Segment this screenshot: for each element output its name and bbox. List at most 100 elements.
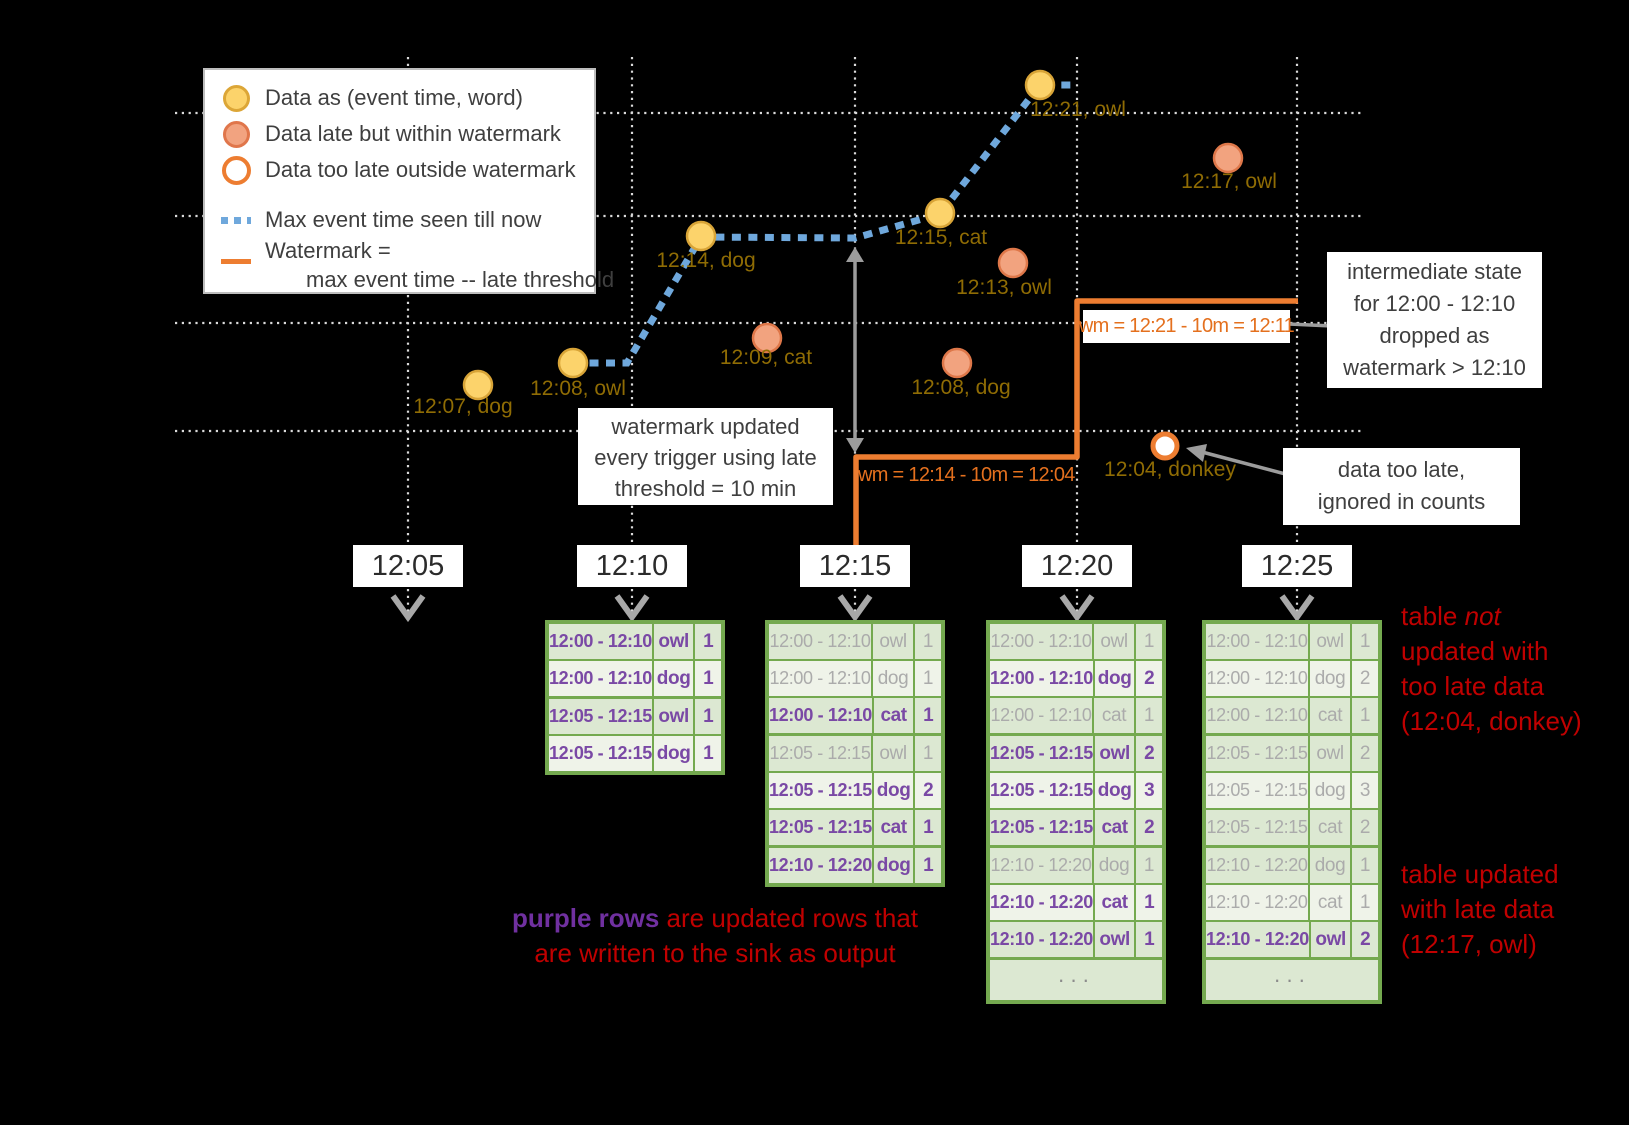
- count-cell: 1: [695, 699, 721, 734]
- table-row: 12:10 - 12:20 dog 1: [990, 848, 1162, 883]
- count-cell: 1: [915, 624, 941, 659]
- count-cell: 2: [1352, 736, 1378, 771]
- window-cell: 12:10 - 12:20: [1206, 848, 1308, 883]
- legend-item-watermark: Watermark =: [221, 236, 588, 266]
- table-row: 12:00 - 12:10 cat 1: [1206, 698, 1378, 733]
- count-cell: 1: [915, 661, 941, 696]
- callout-line: threshold = 10 min: [614, 476, 797, 501]
- legend-item-max-event-time: Max event time seen till now: [221, 205, 588, 235]
- more-rows-ellipsis: ···: [990, 960, 1162, 1000]
- window-cell: 12:00 - 12:10: [1206, 698, 1308, 733]
- word-cell: cat: [873, 698, 914, 733]
- legend-label: Data late but within watermark: [265, 121, 561, 146]
- callout-line: data too late,: [1337, 457, 1466, 482]
- trigger-time-12:10: 12:10: [577, 545, 687, 587]
- event-label: 12:07, dog: [413, 395, 513, 418]
- count-cell: 1: [1352, 624, 1378, 659]
- word-cell: dog: [1094, 773, 1135, 808]
- watermark-value-box: wm = 12:21 - 10m = 12:11: [1079, 310, 1295, 343]
- trigger-arrowhead-icon: [390, 594, 426, 623]
- word-cell: dog: [873, 848, 914, 883]
- window-cell: 12:05 - 12:15: [769, 810, 872, 845]
- window-cell: 12:05 - 12:15: [769, 736, 871, 771]
- count-cell: 2: [1136, 810, 1162, 845]
- word-cell: owl: [1094, 624, 1134, 659]
- result-table-12:20: 12:00 - 12:10 owl 1 12:00 - 12:10 dog 2 12:00 …: [986, 620, 1166, 1004]
- word-cell: dog: [1310, 661, 1350, 696]
- table-row: 12:05 - 12:15 cat 1: [769, 810, 941, 845]
- window-group: 12:05 - 12:15 owl 1 12:05 - 12:15 dog 1: [549, 699, 721, 771]
- window-group: 12:00 - 12:10 owl 1 12:00 - 12:10 dog 2 12:00 …: [1206, 624, 1378, 733]
- table-row: 12:00 - 12:10 dog 1: [549, 661, 721, 696]
- trigger-arrowhead-icon: [1279, 594, 1315, 623]
- table-row: 12:00 - 12:10 dog 2: [1206, 661, 1378, 696]
- table-row: 12:10 - 12:20 owl 1: [990, 922, 1162, 957]
- arrowhead-up-icon: [846, 247, 864, 262]
- count-cell: 1: [915, 736, 941, 771]
- note-line: (12:17, owl): [1401, 929, 1537, 959]
- count-cell: 3: [1136, 773, 1162, 808]
- table-row: 12:00 - 12:10 cat 1: [990, 698, 1162, 733]
- note-line: purple rows are updated rows that: [455, 901, 975, 936]
- word-cell: owl: [1094, 736, 1135, 771]
- window-group: 12:00 - 12:10 owl 1 12:00 - 12:10 dog 1: [549, 624, 721, 696]
- window-cell: 12:00 - 12:10: [769, 661, 871, 696]
- data-point-late: [751, 322, 783, 354]
- word-cell: cat: [1094, 698, 1134, 733]
- count-cell: 1: [695, 661, 721, 696]
- callout-line: intermediate state: [1347, 259, 1522, 284]
- word-cell: owl: [1094, 922, 1135, 957]
- callout-watermark-updated: watermark updated every trigger using la…: [578, 408, 833, 505]
- word-cell: dog: [653, 736, 694, 771]
- note-line: updated with: [1401, 636, 1549, 666]
- event-label: 12:08, owl: [530, 377, 626, 400]
- table-row: 12:00 - 12:10 owl 1: [1206, 624, 1378, 659]
- window-group: 12:00 - 12:10 owl 1 12:00 - 12:10 dog 1 12:00 …: [769, 624, 941, 733]
- data-point-late: [1212, 142, 1244, 174]
- table-row: 12:00 - 12:10 owl 1: [990, 624, 1162, 659]
- table-row: 12:10 - 12:20 dog 1: [1206, 848, 1378, 883]
- count-cell: 3: [1352, 773, 1378, 808]
- word-cell: dog: [653, 661, 694, 696]
- data-point-ontime: [462, 369, 494, 401]
- data-point-ontime: [685, 220, 717, 252]
- event-label: 12:21, owl: [1030, 98, 1126, 121]
- legend-label: Data too late outside watermark: [265, 157, 576, 182]
- table-row: 12:05 - 12:15 dog 3: [990, 773, 1162, 808]
- count-cell: 1: [1136, 848, 1162, 883]
- table-row: 12:05 - 12:15 dog 1: [549, 736, 721, 771]
- data-point-ontime: [557, 347, 589, 379]
- note-line: (12:04, donkey): [1401, 706, 1582, 736]
- callout-intermediate-state: intermediate state for 12:00 - 12:10 dro…: [1327, 252, 1542, 388]
- window-cell: 12:05 - 12:15: [990, 773, 1093, 808]
- window-group: 12:10 - 12:20 dog 1 12:10 - 12:20 cat 1 12:10 …: [990, 848, 1162, 957]
- watermark-value-label-1: wm = 12:14 - 10m = 12:04: [858, 464, 1075, 486]
- word-cell: owl: [873, 624, 913, 659]
- watermark-value-label-2: wm = 12:21 - 10m = 12:11: [1078, 315, 1295, 337]
- trigger-arrowhead-icon: [614, 594, 650, 623]
- trigger-arrowhead-icon: [837, 594, 873, 623]
- callout-line: every trigger using late: [594, 445, 817, 470]
- note-purple-rows: purple rows are updated rows that are wr…: [455, 901, 975, 971]
- table-row: 12:00 - 12:10 owl 1: [549, 624, 721, 659]
- note-table-not-updated: table not updated with too late data (12…: [1401, 599, 1582, 739]
- count-cell: 2: [1352, 810, 1378, 845]
- event-label: 12:14, dog: [656, 249, 756, 272]
- word-cell: owl: [873, 736, 913, 771]
- callout-line: dropped as: [1379, 323, 1490, 348]
- trigger-arrowhead-icon: [1059, 594, 1095, 623]
- note-line: are written to the sink as output: [534, 938, 896, 968]
- table-row: 12:10 - 12:20 cat 1: [1206, 885, 1378, 920]
- table-row: 12:00 - 12:10 dog 2: [990, 661, 1162, 696]
- count-cell: 2: [915, 773, 941, 808]
- word-cell: dog: [1094, 661, 1135, 696]
- table-row: 12:00 - 12:10 cat 1: [769, 698, 941, 733]
- window-cell: 12:00 - 12:10: [549, 661, 652, 696]
- window-cell: 12:05 - 12:15: [990, 736, 1093, 771]
- ontime-dot-icon: [221, 84, 251, 112]
- count-cell: 1: [1136, 922, 1162, 957]
- callout-line: watermark > 12:10: [1343, 355, 1526, 380]
- note-line: table updated: [1401, 859, 1559, 889]
- note-line: table not: [1401, 601, 1501, 631]
- result-table-12:10: 12:00 - 12:10 owl 1 12:00 - 12:10 dog 1 12:05 …: [545, 620, 725, 775]
